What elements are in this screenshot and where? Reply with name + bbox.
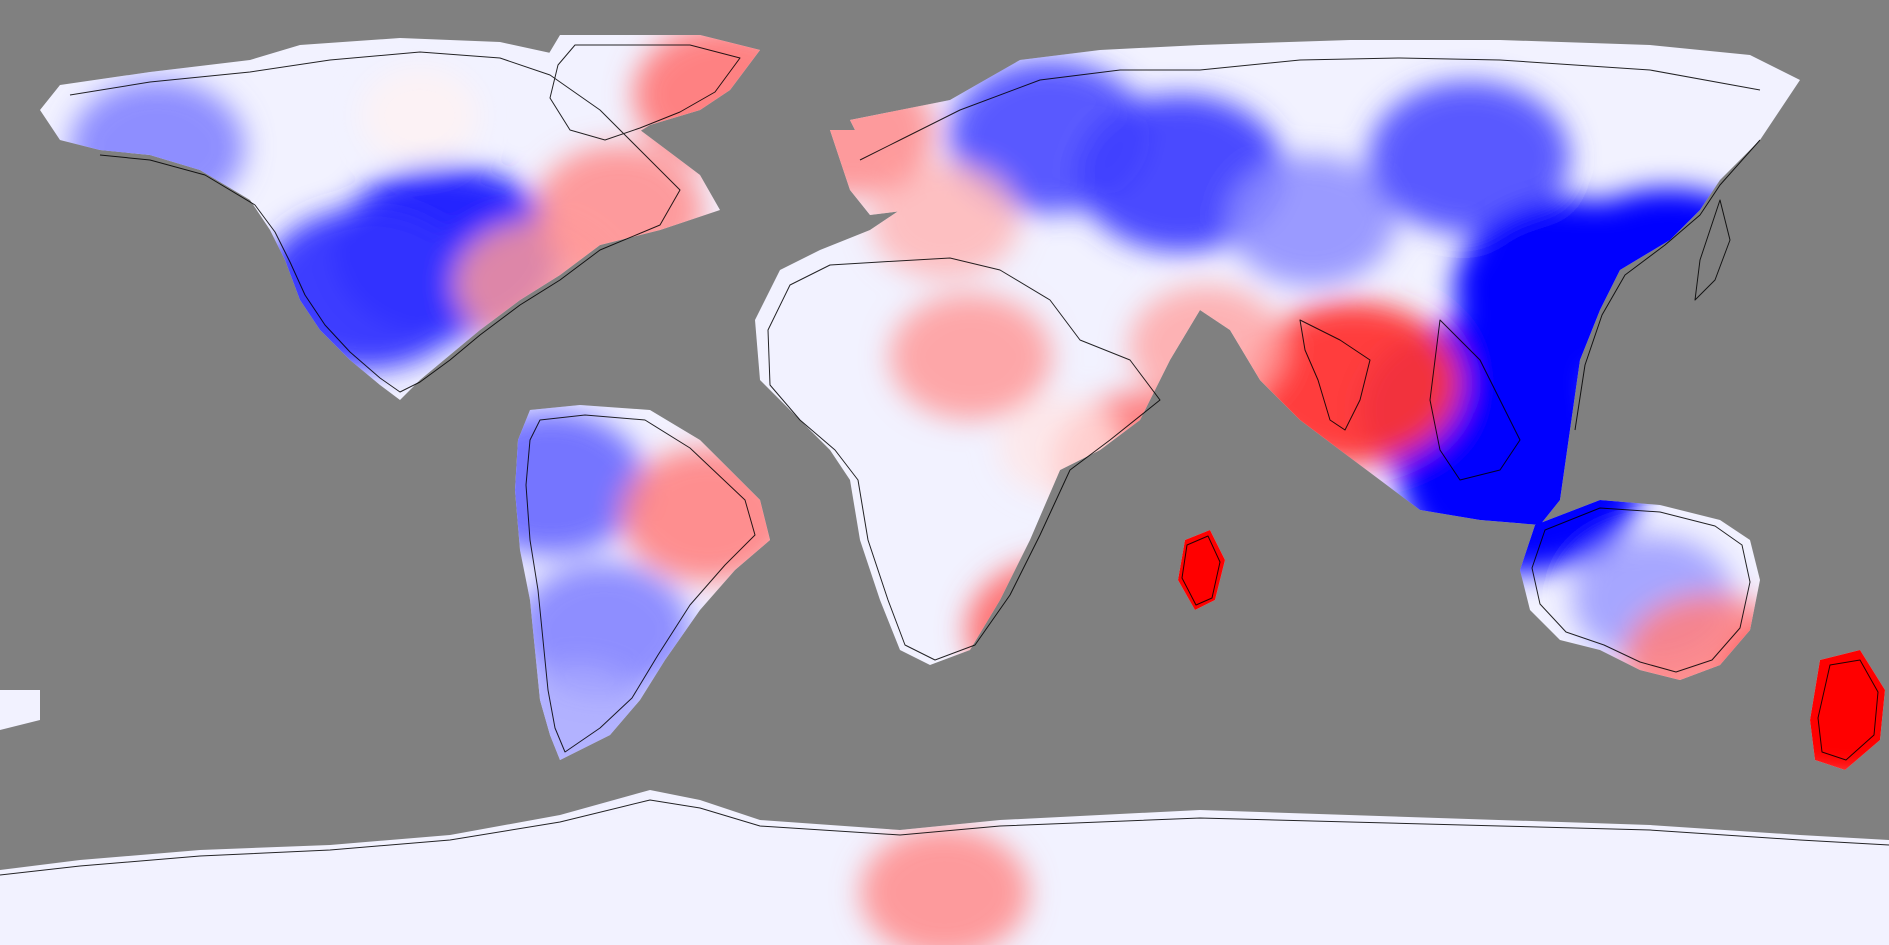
anomaly-siberia-cold xyxy=(1368,81,1570,234)
coastline-japan xyxy=(1694,199,1731,301)
coastline-greenland xyxy=(549,44,741,141)
coastline-india xyxy=(1299,319,1371,431)
coastline-north-america xyxy=(69,51,681,393)
anomaly-canada-arctic-neutral xyxy=(361,68,479,163)
coastlines xyxy=(0,44,1889,876)
coastline-africa xyxy=(767,257,1161,661)
coastline-south-america xyxy=(525,414,756,753)
coastline-antarctica xyxy=(0,799,1889,876)
coastline-europe xyxy=(859,57,1761,161)
coastline-asia-east xyxy=(1574,139,1761,431)
anomaly-southern-south-america-cold xyxy=(515,562,691,698)
anomaly-sahara-warm xyxy=(889,294,1052,420)
anomaly-central-asia-cold xyxy=(1227,155,1397,286)
coastline-madagascar xyxy=(1181,535,1221,606)
coastline-australia xyxy=(1531,507,1751,673)
anomaly-antarctica-warm xyxy=(860,827,1029,945)
coastline-new-zealand xyxy=(1817,659,1879,761)
anomaly-western-europe-warm xyxy=(870,162,1019,279)
coastline-se-asia xyxy=(1429,319,1521,481)
